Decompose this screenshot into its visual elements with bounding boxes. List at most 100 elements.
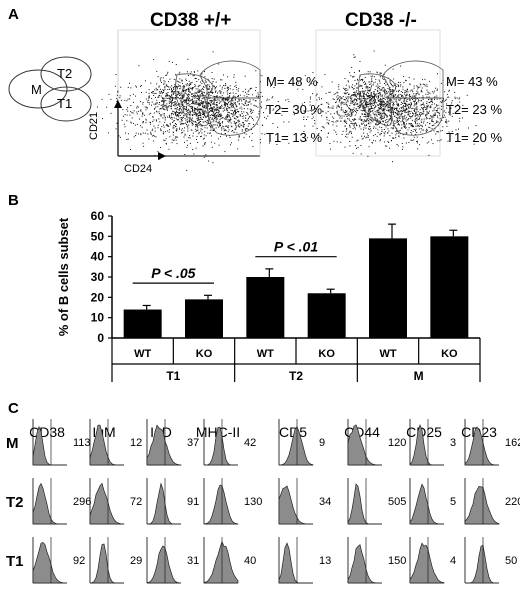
flow-event — [184, 92, 186, 94]
flow-event — [340, 104, 342, 106]
flow-event — [446, 93, 448, 95]
flow-event — [163, 139, 165, 141]
flow-event — [422, 102, 424, 104]
flow-event — [195, 128, 197, 130]
flow-event — [381, 95, 383, 97]
flow-event — [433, 90, 435, 92]
flow-event — [391, 90, 393, 92]
flow-event — [374, 96, 375, 97]
flow-event — [126, 100, 128, 102]
flow-event — [400, 98, 402, 100]
flow-event — [354, 126, 356, 128]
flow-event — [379, 103, 381, 105]
flow-event — [367, 112, 369, 114]
flow-event — [421, 104, 422, 106]
flow-event — [422, 83, 424, 85]
flow-event — [210, 141, 212, 143]
flow-event — [376, 72, 378, 74]
flow-event — [375, 127, 377, 129]
flow-event — [306, 119, 307, 120]
flow-event — [180, 87, 182, 89]
flow-event — [397, 91, 399, 93]
flow-event — [123, 123, 125, 125]
flow-event — [126, 120, 128, 122]
flow-event — [448, 89, 450, 91]
flow-event — [239, 94, 241, 96]
flow-event — [303, 131, 305, 132]
flow-event — [392, 93, 394, 95]
histogram-mfi-value: 5 — [450, 496, 456, 508]
flow-event — [132, 112, 134, 114]
flow-event — [343, 92, 345, 94]
flow-event — [434, 122, 436, 124]
flow-event — [242, 125, 244, 127]
flow-event — [381, 133, 382, 135]
flow-event — [377, 132, 379, 134]
flow-event — [188, 91, 190, 93]
flow-event — [367, 86, 369, 88]
flow-event — [373, 99, 375, 101]
flow-event — [361, 113, 363, 115]
flow-event — [414, 99, 416, 101]
flow-event — [411, 126, 413, 127]
flow-event — [385, 96, 387, 98]
flow-event — [211, 135, 212, 137]
flow-event — [416, 102, 417, 103]
flow-event — [202, 118, 204, 120]
flow-event — [365, 104, 367, 106]
flow-event — [140, 125, 142, 127]
flow-event — [190, 87, 192, 89]
flow-event — [232, 104, 233, 106]
flow-event — [154, 92, 156, 94]
flow-event — [373, 93, 375, 95]
flow-event — [182, 117, 183, 119]
flow-event — [353, 123, 355, 124]
flow-event — [186, 85, 188, 87]
flow-event — [158, 111, 160, 113]
flow-event — [164, 119, 166, 121]
flow-event — [366, 98, 368, 100]
flow-event — [227, 88, 229, 90]
flow-event — [360, 85, 362, 87]
histogram-curve — [409, 542, 445, 584]
flow-event — [102, 118, 103, 120]
flow-event — [395, 107, 397, 109]
flow-event — [200, 102, 202, 104]
flow-event — [390, 117, 391, 119]
flow-event — [203, 114, 204, 116]
flow-event — [413, 136, 415, 138]
flow-event — [175, 112, 176, 113]
flow-event — [459, 120, 460, 122]
flow-event — [148, 98, 150, 100]
flow-event — [181, 111, 183, 113]
flow-event — [336, 105, 338, 107]
flow-event — [423, 120, 425, 122]
flow-event — [360, 128, 362, 130]
flow-event — [354, 85, 356, 87]
flow-event — [365, 83, 367, 85]
flow-event — [221, 96, 223, 98]
flow-event — [361, 79, 362, 80]
flow-event — [331, 116, 333, 118]
flow-event — [235, 110, 237, 112]
flow-event — [189, 137, 191, 139]
flow-event — [365, 137, 367, 139]
flow-event — [131, 112, 133, 114]
bar-y-tick-label: 30 — [91, 270, 105, 284]
gate-diagram-t1 — [40, 86, 92, 122]
flow-event — [260, 92, 262, 93]
flow-event — [357, 98, 359, 100]
flow-event — [429, 123, 431, 125]
flow-event — [379, 72, 381, 74]
flow-event — [210, 125, 212, 127]
flow-event — [362, 87, 363, 89]
flow-event — [198, 124, 200, 126]
flow-event — [362, 107, 364, 109]
flow-event — [242, 123, 244, 125]
flow-event — [371, 104, 373, 106]
flow-event — [162, 98, 164, 99]
flow-event — [151, 129, 153, 131]
flow-event — [196, 108, 198, 110]
flow-event — [168, 102, 170, 104]
flow-event — [173, 120, 175, 122]
